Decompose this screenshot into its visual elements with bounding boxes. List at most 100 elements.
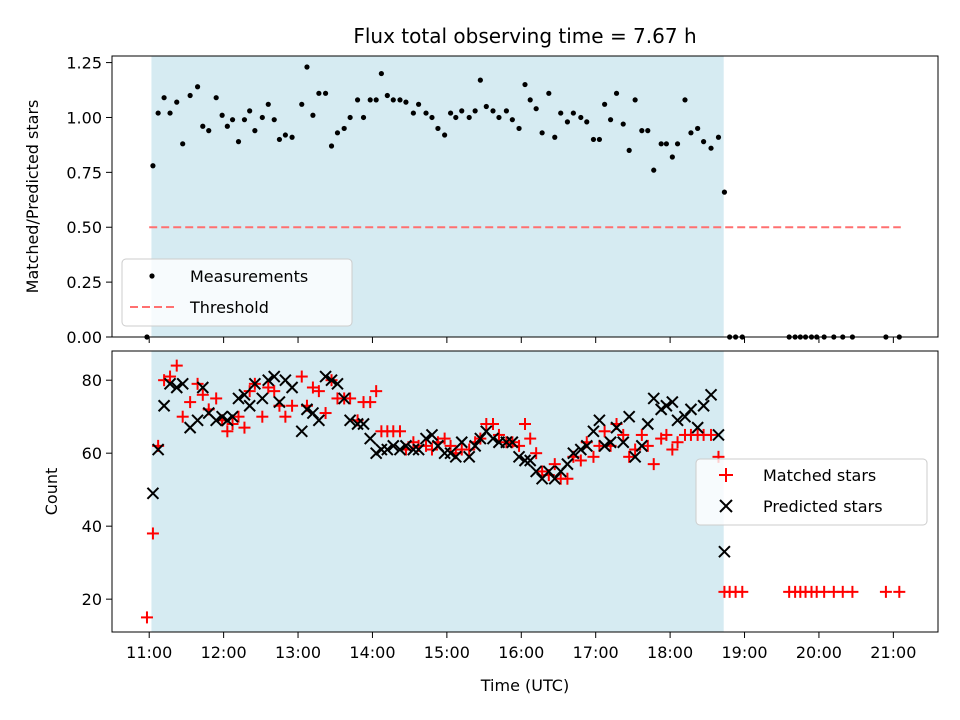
predicted-star-point (628, 450, 642, 464)
matched-star-point (705, 428, 718, 441)
matched-star-point (598, 425, 611, 438)
measurement-point (229, 117, 236, 123)
bottom-x-axis-ticks: 11:00 12:00 13:00 14:00 15:00 16:00 17:00 18:00… (126, 632, 916, 662)
measurement-point (663, 141, 669, 147)
x-tick-label: 19:00 (721, 643, 767, 662)
measurement-point (252, 128, 258, 134)
predicted-star-point (697, 399, 710, 412)
measurement-point (570, 110, 576, 116)
predicted-star-point (325, 373, 338, 387)
measurement-point (187, 92, 193, 99)
legend-measurements-marker (149, 273, 155, 279)
y-tick-label: 60 (82, 444, 102, 463)
predicted-star-point (587, 425, 600, 438)
predicted-star-point (387, 439, 400, 453)
predicted-star-point (163, 377, 177, 391)
matched-star-point (548, 458, 561, 471)
measurement-point (578, 114, 584, 121)
y-tick-label: 20 (82, 590, 102, 609)
predicted-star-point (191, 414, 204, 427)
predicted-star-point (256, 392, 269, 405)
measurement-point (539, 130, 545, 136)
measurement-point (626, 147, 632, 153)
matched-star-point (184, 396, 197, 409)
measurement-point (546, 90, 552, 96)
predicted-star-point (268, 370, 281, 383)
matched-star-point (463, 443, 476, 456)
predicted-star-point (262, 373, 275, 387)
matched-star-point (635, 428, 648, 441)
matched-star-point (561, 472, 574, 485)
measurement-point (558, 110, 564, 116)
predicted-star-point (369, 446, 383, 460)
measurement-point (415, 101, 422, 107)
measurement-point (310, 112, 316, 118)
legend-threshold-label: Threshold (189, 298, 269, 317)
measurement-point (632, 97, 638, 103)
matched-star-point (295, 370, 308, 383)
predicted-star-point (598, 439, 611, 453)
matched-star-point (170, 359, 183, 372)
predicted-star-point (684, 403, 698, 416)
matched-star-point (846, 585, 859, 598)
predicted-star-point (393, 443, 407, 456)
predicted-star-point (412, 443, 425, 456)
measurement-point (429, 114, 435, 121)
measurement-point (715, 134, 722, 140)
predicted-star-point (170, 381, 183, 394)
measurement-point (533, 106, 539, 112)
bottom-legend-box (695, 458, 928, 526)
predicted-star-point (196, 381, 209, 394)
predicted-star-point (641, 417, 654, 431)
y-tick-label: 1.00 (66, 108, 102, 127)
measurement-point (174, 99, 180, 105)
observing-window-bottom (151, 351, 724, 632)
x-tick-label: 11:00 (126, 643, 172, 662)
y-tick-label: 0.25 (66, 273, 102, 292)
predicted-star-point (364, 432, 377, 445)
predicted-star-point (425, 428, 439, 442)
predicted-star-point (381, 443, 394, 456)
measurement-point (516, 125, 522, 132)
legend-measurements-label: Measurements (190, 267, 308, 286)
predicted-star-point (419, 432, 433, 445)
top-y-axis-label: Matched/Predicted stars (23, 100, 42, 294)
matched-star-point (243, 385, 256, 398)
matched-star-point (238, 421, 251, 434)
measurement-point (442, 132, 448, 138)
measurement-point (334, 130, 341, 136)
measurement-point (639, 128, 645, 134)
predicted-star-point (610, 421, 623, 434)
measurement-point (219, 112, 225, 118)
measurement-point (328, 143, 335, 149)
measurement-point (341, 125, 347, 132)
measurement-point (271, 117, 277, 123)
measurement-point (522, 81, 528, 88)
matched-star-point (617, 428, 630, 441)
measurement-point (584, 119, 590, 125)
measurement-point (373, 97, 379, 103)
predicted-star-point (319, 370, 332, 383)
matched-star-point (191, 377, 204, 390)
predicted-star-point (209, 414, 223, 427)
x-tick-label: 20:00 (796, 643, 842, 662)
predicted-star-point (151, 443, 165, 456)
matched-star-point (893, 585, 906, 598)
predicted-star-point (176, 377, 189, 391)
y-tick-label: 0.00 (66, 328, 102, 347)
measurement-point (682, 97, 688, 103)
x-tick-label: 12:00 (201, 643, 247, 662)
x-tick-label: 18:00 (647, 643, 693, 662)
matched-star-point (279, 410, 292, 423)
measurement-point (669, 154, 675, 160)
measurement-point (322, 90, 329, 96)
predicted-star-point (712, 428, 725, 442)
measurement-point (459, 108, 465, 114)
chart-title: Flux total observing time = 7.67 h (353, 24, 696, 48)
measurement-point (658, 141, 664, 147)
bottom-y-axis-ticks: 20 40 60 80 (82, 371, 112, 609)
matched-star-point (623, 450, 636, 463)
measurement-point (167, 110, 173, 116)
